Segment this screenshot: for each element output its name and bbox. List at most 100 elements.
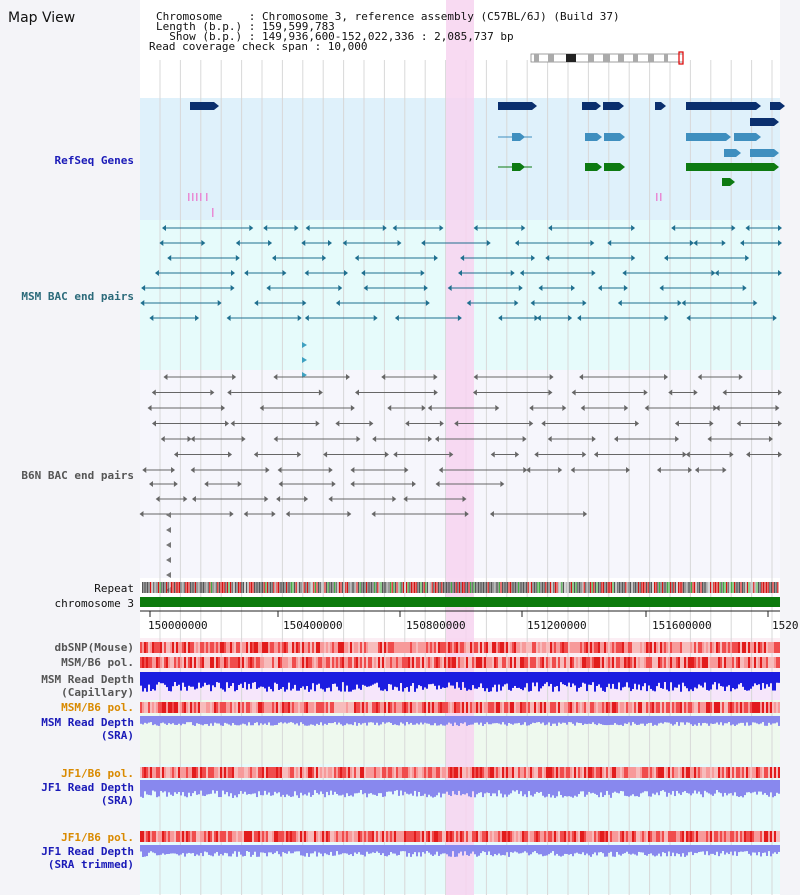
read-depth-bar <box>762 845 764 853</box>
polymorphism-cell <box>680 702 682 713</box>
repeat-bar <box>428 582 430 593</box>
polymorphism-cell <box>714 702 716 713</box>
polymorphism-cell <box>656 702 658 713</box>
polymorphism-cell <box>264 831 266 842</box>
polymorphism-cell <box>406 767 408 778</box>
read-depth-bar <box>412 845 414 855</box>
polymorphism-cell <box>410 831 412 842</box>
polymorphism-cell <box>524 642 526 653</box>
track-label-b6n-bac[interactable]: B6N BAC end pairs <box>21 469 134 482</box>
polymorphism-cell <box>762 831 764 842</box>
read-depth-bar <box>626 845 628 852</box>
polymorphism-cell <box>152 767 154 778</box>
polymorphism-cell <box>312 831 314 842</box>
polymorphism-cell <box>542 767 544 778</box>
track-label-msm-depth-sra[interactable]: MSM Read Depth (SRA) <box>41 716 134 742</box>
bac-end-marker <box>460 255 465 261</box>
polymorphism-cell <box>654 657 656 668</box>
polymorphism-cell <box>722 831 724 842</box>
track-label-repeat[interactable]: Repeat <box>94 582 134 595</box>
bac-end-marker <box>397 240 402 246</box>
bac-end-marker <box>237 481 242 487</box>
track-label-dbsnp[interactable]: dbSNP(Mouse) <box>54 641 134 654</box>
track-label-jf1-depth-sra[interactable]: JF1 Read Depth (SRA) <box>41 781 134 807</box>
read-depth-bar <box>430 716 432 726</box>
read-depth-bar <box>402 716 404 724</box>
read-depth-bar <box>436 845 438 852</box>
polymorphism-cell <box>554 702 556 713</box>
track-label-msm-depth-capillary[interactable]: MSM Read Depth (Capillary) <box>41 673 134 699</box>
polymorphism-cell <box>510 657 512 668</box>
read-depth-bar <box>568 845 570 855</box>
read-depth-bar <box>598 716 600 724</box>
polymorphism-cell <box>624 657 626 668</box>
polymorphism-cell <box>432 702 434 713</box>
read-depth-bar <box>256 672 258 689</box>
bac-end-marker <box>228 451 233 458</box>
polymorphism-cell <box>562 657 564 668</box>
read-depth-bar <box>140 780 142 797</box>
polymorphism-cell <box>412 767 414 778</box>
read-depth-bar <box>548 672 550 687</box>
read-depth-bar <box>694 716 696 725</box>
read-depth-bar <box>686 716 688 723</box>
polymorphism-cell <box>214 767 216 778</box>
track-label-jf1-b6-pol[interactable]: JF1/B6 pol. <box>61 767 134 780</box>
bac-end-marker <box>243 511 248 517</box>
polymorphism-cell <box>354 831 356 842</box>
read-depth-bar <box>500 672 502 691</box>
read-depth-bar <box>190 672 192 687</box>
polymorphism-cell <box>368 642 370 653</box>
polymorphism-cell <box>416 642 418 653</box>
polymorphism-cell <box>568 767 570 778</box>
read-depth-bar <box>538 845 540 855</box>
track-label-chromosome[interactable]: chromosome 3 <box>54 597 134 610</box>
read-depth-bar <box>270 672 272 690</box>
track-label-jf1-b6-pol-2[interactable]: JF1/B6 pol. <box>61 831 134 844</box>
polymorphism-cell <box>430 767 432 778</box>
polymorphism-cell <box>180 702 182 713</box>
gene-feature <box>604 133 620 141</box>
polymorphism-cell <box>580 642 582 653</box>
bac-end-marker <box>271 511 276 517</box>
read-depth-bar <box>336 780 338 794</box>
polymorphism-cell <box>384 657 386 668</box>
polymorphism-cell <box>308 702 310 713</box>
repeat-bar <box>710 582 712 593</box>
bac-end-marker <box>447 285 452 291</box>
polymorphism-cell <box>674 642 676 653</box>
polymorphism-cell <box>550 831 552 842</box>
read-depth-bar <box>764 716 766 726</box>
repeat-bar <box>353 582 355 593</box>
track-label-msm-bac[interactable]: MSM BAC end pairs <box>21 290 134 303</box>
polymorphism-cell <box>390 702 392 713</box>
polymorphism-cell <box>438 702 440 713</box>
polymorphism-cell <box>152 657 154 668</box>
bac-end-marker <box>277 467 282 473</box>
polymorphism-cell <box>722 702 724 713</box>
read-depth-bar <box>470 672 472 691</box>
read-depth-bar <box>196 780 198 795</box>
read-depth-bar <box>174 780 176 793</box>
read-depth-bar <box>430 845 432 855</box>
read-depth-bar <box>152 716 154 726</box>
polymorphism-cell <box>514 657 516 668</box>
track-label-refseq[interactable]: RefSeq Genes <box>54 154 134 167</box>
polymorphism-cell <box>530 767 532 778</box>
polymorphism-cell <box>282 831 284 842</box>
polymorphism-cell <box>600 702 602 713</box>
polymorphism-cell <box>342 767 344 778</box>
read-depth-bar <box>668 780 670 793</box>
read-depth-bar <box>574 780 576 796</box>
read-depth-bar <box>426 780 428 798</box>
read-depth-bar <box>536 716 538 723</box>
polymorphism-cell <box>630 831 632 842</box>
track-label-msm-b6-pol-2[interactable]: MSM/B6 pol. <box>61 701 134 714</box>
polymorphism-cell <box>316 831 318 842</box>
polymorphism-cell <box>526 831 528 842</box>
track-label-msm-b6-pol[interactable]: MSM/B6 pol. <box>61 656 134 669</box>
repeat-bar <box>375 582 377 593</box>
track-label-jf1-depth-trimmed[interactable]: JF1 Read Depth (SRA trimmed) <box>41 845 134 871</box>
read-depth-bar <box>282 716 284 724</box>
